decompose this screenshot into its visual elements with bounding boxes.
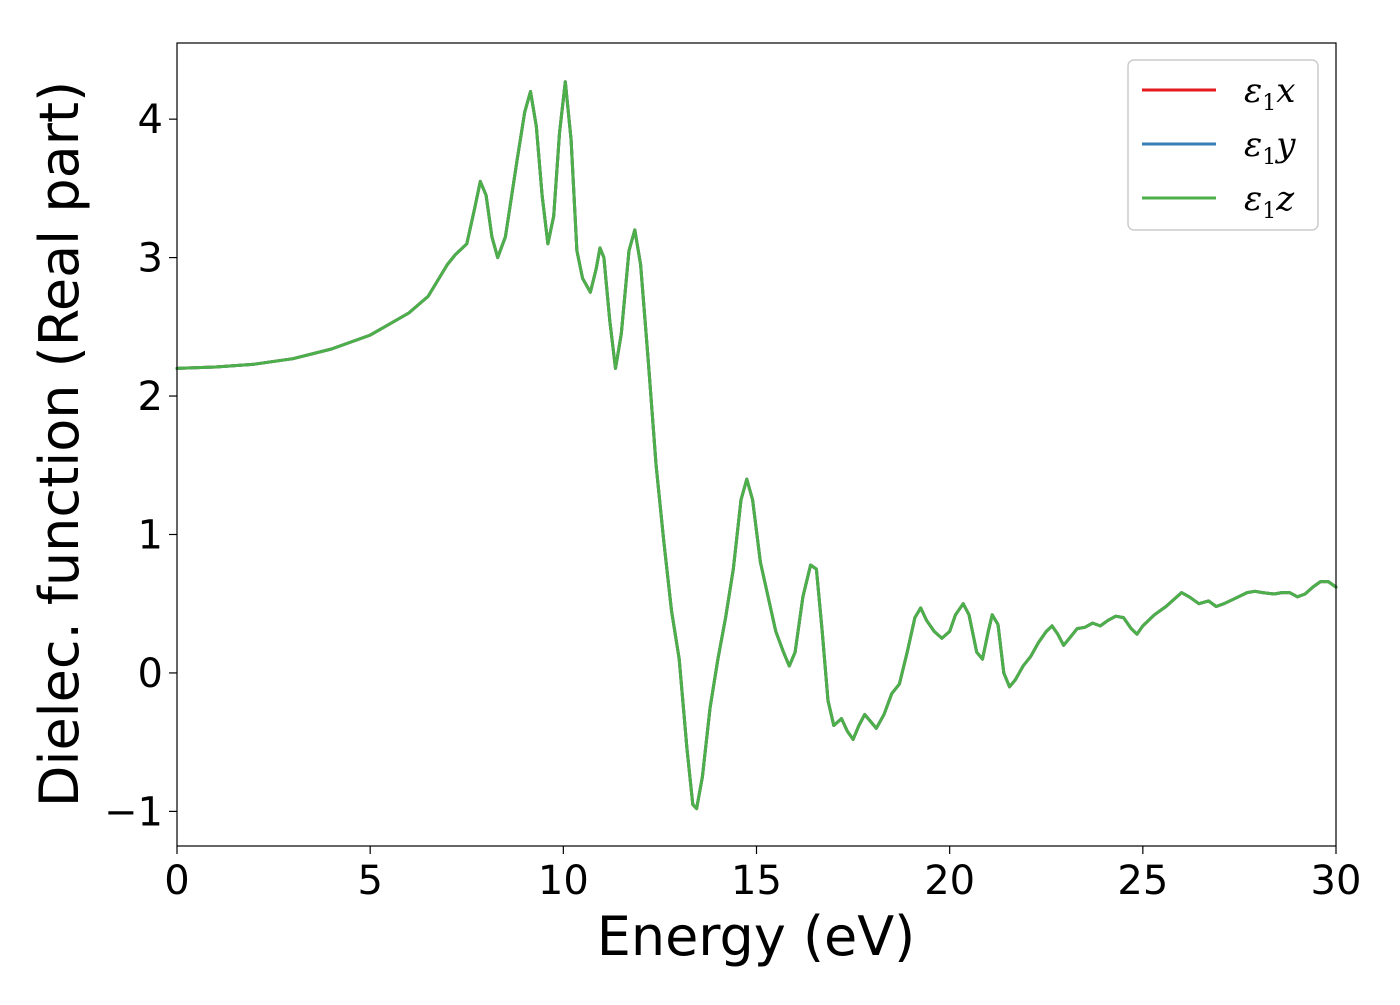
x-axis-label: Energy (eV) — [597, 905, 916, 968]
series-layer — [175, 80, 1338, 811]
y-axis-label: Dielec. function (Real part) — [28, 81, 91, 807]
x-axis: 0 5 10 15 20 25 30 — [164, 846, 1361, 904]
y-tick-label: −1 — [104, 789, 163, 835]
x-tick-label: 5 — [357, 858, 382, 904]
legend-label: ε1y — [1244, 125, 1296, 170]
x-tick-label: 25 — [1117, 858, 1168, 904]
y-tick-label: 2 — [138, 374, 163, 420]
x-tick-label: 0 — [164, 858, 189, 904]
y-tick-label: 4 — [138, 97, 163, 143]
series-line-3 — [175, 80, 1338, 811]
y-axis: −1 0 1 2 3 4 — [104, 97, 177, 835]
legend-label: ε1x — [1244, 71, 1295, 116]
legend: ε1x ε1y ε1z — [1127, 59, 1319, 231]
x-tick-label: 30 — [1311, 858, 1362, 904]
legend-items: ε1x ε1y ε1z — [1142, 71, 1296, 224]
legend-frame — [1127, 59, 1319, 231]
y-tick-label: 3 — [138, 236, 163, 282]
y-tick-label: 0 — [138, 651, 163, 697]
x-tick-label: 20 — [924, 858, 975, 904]
y-tick-label: 1 — [138, 512, 163, 558]
x-tick-label: 15 — [731, 858, 782, 904]
legend-label: ε1z — [1244, 179, 1295, 224]
x-tick-label: 10 — [538, 858, 589, 904]
